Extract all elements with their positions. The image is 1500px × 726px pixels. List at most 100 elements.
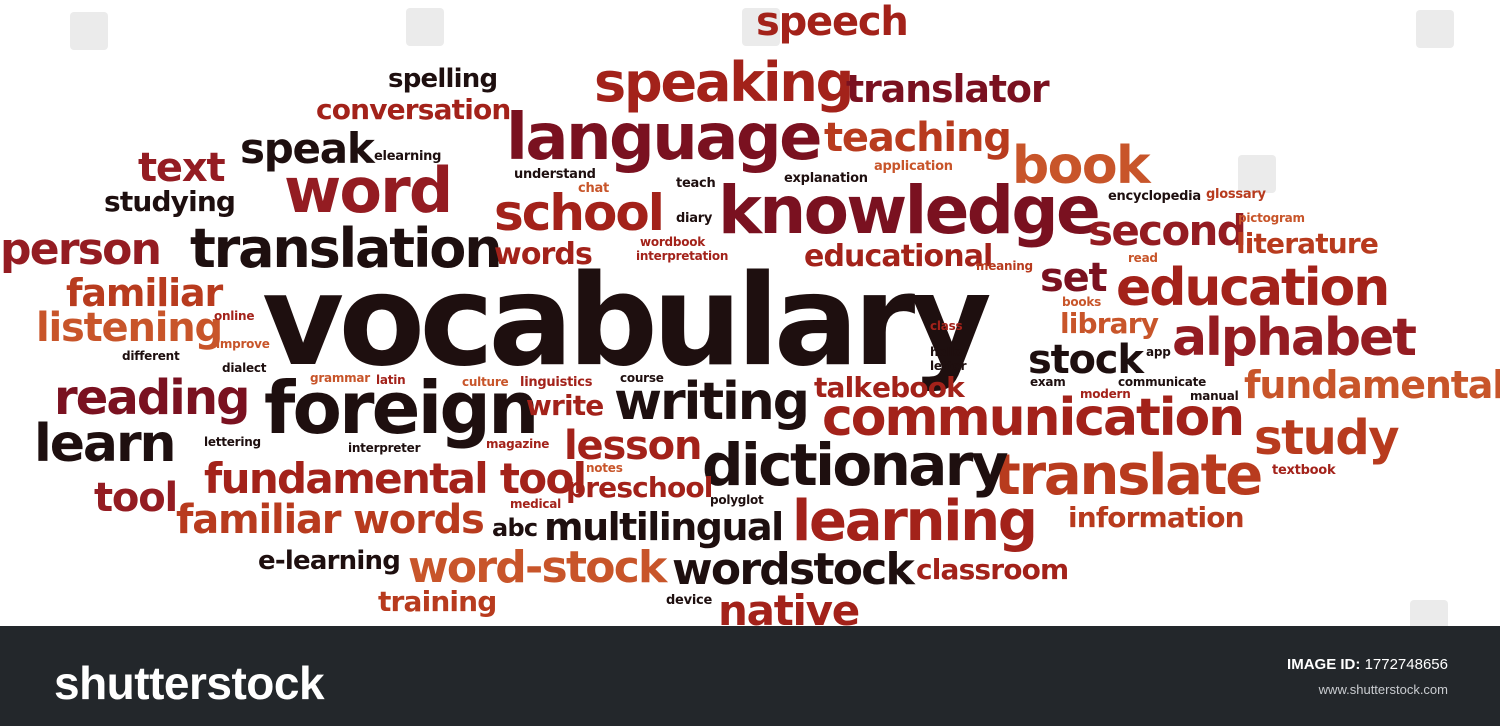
word-alphabet: alphabet <box>1172 308 1417 368</box>
word-speech: speech <box>756 0 909 45</box>
watermark-icon <box>1238 155 1276 193</box>
shutterstock-logo[interactable]: shutterstock <box>54 657 325 709</box>
word-improve: improve <box>216 337 270 351</box>
word-ebook: ebook <box>872 371 965 404</box>
word-write: write <box>526 389 604 422</box>
word-different: different <box>122 349 180 363</box>
word-application: application <box>874 159 953 174</box>
image-id: IMAGE ID: 1772748656 <box>1287 656 1448 673</box>
word-word-stock: word-stock <box>408 542 667 593</box>
word-interpretation: interpretation <box>636 249 729 263</box>
word-words: words <box>494 237 593 272</box>
word-translate: translate <box>994 443 1263 508</box>
word-studying: studying <box>104 185 236 218</box>
word-study: study <box>1254 410 1400 466</box>
word-textbook: textbook <box>1272 463 1336 478</box>
word-diary: diary <box>676 211 713 226</box>
footer-bar: shutterstock IMAGE ID: 1772748656 www.sh… <box>0 626 1500 726</box>
word-lesson: lesson <box>564 423 702 469</box>
word-lettering: lettering <box>204 435 261 449</box>
word-course: course <box>620 371 664 385</box>
word-medical: medical <box>510 497 561 511</box>
word-information: information <box>1068 501 1245 534</box>
word-education: education <box>1116 258 1390 318</box>
word-fundamental-1: fundamental <box>1244 363 1500 407</box>
word-reading: reading <box>54 370 250 426</box>
word-interpreter: interpreter <box>348 441 421 455</box>
watermark-icon <box>406 8 444 46</box>
word-person: person <box>0 224 162 275</box>
word-school: school <box>494 184 665 242</box>
word-preschool: preschool <box>566 471 713 504</box>
word-hello: hello <box>930 345 962 359</box>
word-wordbook: wordbook <box>640 235 705 249</box>
image-id-label: IMAGE ID: <box>1287 656 1361 673</box>
word-language: language <box>506 101 823 175</box>
word-familiar-words: familiar words <box>176 497 485 543</box>
word-speaking: speaking <box>594 51 854 114</box>
word-set: set <box>1040 255 1108 301</box>
word-letter: letter <box>930 359 967 373</box>
word-modern: modern <box>1080 387 1131 401</box>
word-translator: translator <box>846 67 1050 111</box>
word-cloud: vocabulary foreign knowledge language wo… <box>0 0 1500 626</box>
word-magazine: magazine <box>486 437 550 451</box>
word-notes: notes <box>586 461 623 475</box>
word-meaning: meaning <box>976 259 1033 273</box>
word-read: read <box>1128 251 1158 265</box>
word-dialect: dialect <box>222 361 267 375</box>
word-understand: understand <box>514 167 596 182</box>
word-abc: abc <box>492 514 538 542</box>
site-url[interactable]: www.shutterstock.com <box>1318 682 1448 697</box>
word-stock: stock <box>1028 337 1144 383</box>
word-device: device <box>666 593 713 608</box>
word-pictogram: pictogram <box>1238 211 1305 225</box>
word-familiar: familiar <box>66 271 223 315</box>
word-learning: learning <box>792 489 1038 554</box>
word-online: online <box>214 309 255 323</box>
word-dictionary: dictionary <box>702 431 1009 499</box>
word-spelling: spelling <box>388 64 498 94</box>
word-teaching: teaching <box>824 115 1012 161</box>
word-text: text <box>138 145 226 191</box>
word-literature: literature <box>1236 227 1379 260</box>
word-culture: culture <box>462 375 509 389</box>
word-books: books <box>1062 295 1102 309</box>
word-communication: communication <box>822 388 1245 448</box>
word-elearning: elearning <box>374 149 442 164</box>
word-writing: writing <box>614 372 810 432</box>
word-library: library <box>1060 307 1159 340</box>
word-book: book <box>1012 136 1151 196</box>
watermark-icon <box>1410 600 1448 626</box>
word-chat: chat <box>578 181 609 196</box>
word-talk: talk <box>814 371 872 404</box>
word-manual: manual <box>1190 389 1239 403</box>
word-knowledge: knowledge <box>718 172 1101 249</box>
word-classroom: classroom <box>916 553 1069 586</box>
word-native: native <box>718 586 860 627</box>
word-word: word <box>284 154 453 227</box>
word-polyglot: polyglot <box>710 493 764 507</box>
word-encyclopedia: encyclopedia <box>1108 189 1201 204</box>
word-teach: teach <box>676 176 716 191</box>
watermark-icon <box>1416 10 1454 48</box>
word-fundamental-tool: fundamental tool <box>204 454 587 503</box>
word-listening: listening <box>36 305 223 351</box>
word-communicate: communicate <box>1118 375 1207 389</box>
word-e-learning: e-learning <box>258 546 401 576</box>
watermark-icon <box>70 12 108 50</box>
word-latin: latin <box>376 373 406 387</box>
word-tool: tool <box>94 475 178 521</box>
word-learn: learn <box>34 414 177 474</box>
word-translation: translation <box>190 217 503 280</box>
word-multilingual: multilingual <box>544 505 784 549</box>
word-class: class <box>930 319 963 333</box>
word-second: second <box>1088 206 1247 255</box>
word-vocabulary: vocabulary <box>262 247 992 394</box>
watermark-icon <box>742 8 780 46</box>
word-glossary: glossary <box>1206 187 1266 202</box>
word-linguistics: linguistics <box>520 375 593 390</box>
word-speak: speak <box>240 124 375 173</box>
word-training: training <box>378 585 497 618</box>
image-id-value: 1772748656 <box>1364 656 1448 673</box>
